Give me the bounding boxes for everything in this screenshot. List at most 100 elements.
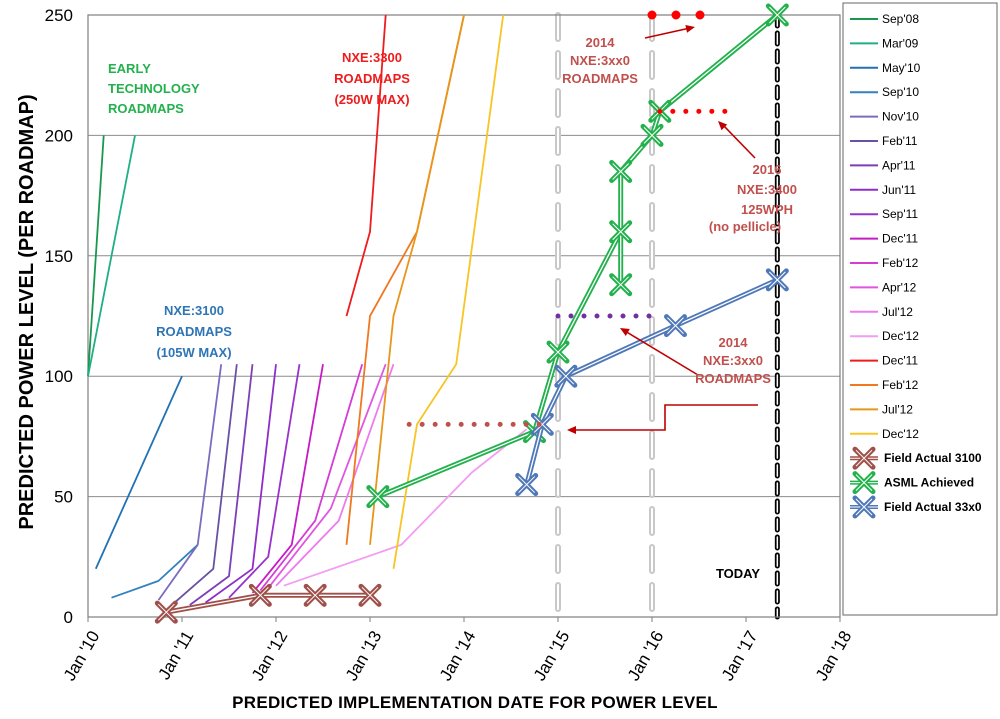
legend-label: Apr'11 xyxy=(882,158,916,172)
legend-label: Mar'09 xyxy=(882,36,919,50)
x-tick-label: Jan '18 xyxy=(812,628,856,685)
series-line xyxy=(87,135,105,377)
annotation-0: EARLY TECHNOLOGY ROADMAPS xyxy=(108,61,200,116)
series-2 xyxy=(94,375,183,570)
annotation-line: 125WPH xyxy=(741,202,793,217)
arrow-2016-head xyxy=(718,121,728,131)
arrow-2014-mid xyxy=(624,330,699,376)
series-3 xyxy=(111,544,199,599)
legend-label: Feb'12 xyxy=(882,378,919,392)
legend-item: Dec'12 xyxy=(850,329,919,343)
series-16 xyxy=(369,14,465,545)
legend-item: Feb'12 xyxy=(850,256,919,270)
series-1 xyxy=(87,135,136,377)
annotation-line: (no pellicle) xyxy=(709,219,781,234)
data-point-highlight xyxy=(612,276,630,294)
legend-label: Dec'12 xyxy=(882,329,919,343)
series-line xyxy=(345,14,387,317)
legend-label: Jul'12 xyxy=(882,402,913,416)
legend-label: Dec'11 xyxy=(882,232,918,246)
series-line xyxy=(283,428,528,587)
annotation-line: TECHNOLOGY xyxy=(108,81,200,96)
legend-label: Sep'11 xyxy=(882,207,918,221)
legend-item: Dec'11 xyxy=(850,232,918,246)
y-tick-label: 100 xyxy=(45,367,73,386)
legend-item: Feb'11 xyxy=(850,134,918,148)
series-8 xyxy=(228,364,301,599)
x-tick-label: Jan '12 xyxy=(248,628,292,685)
data-point-highlight xyxy=(612,223,630,241)
arrow-pointer-head xyxy=(567,426,576,434)
data-point-highlight xyxy=(855,449,873,467)
series-12 xyxy=(275,363,395,587)
y-tick-label: 0 xyxy=(64,608,73,627)
legend-item: Sep'11 xyxy=(850,207,918,221)
legend-label: Field Actual 3100 xyxy=(884,451,982,465)
series-19 xyxy=(366,3,789,509)
data-point-highlight xyxy=(643,127,661,144)
series-13 xyxy=(283,428,528,587)
series-line xyxy=(275,363,395,587)
x-tick-label: Jan '14 xyxy=(436,628,480,685)
annotation-4: 2016 NXE:3400 125WPH xyxy=(737,162,797,217)
series-line xyxy=(165,364,238,611)
annotation-line: 2014 xyxy=(586,35,616,50)
legend-label: Field Actual 33x0 xyxy=(884,500,982,514)
legend-item: Dec'12 xyxy=(850,427,919,441)
series-line xyxy=(392,14,505,569)
legend-label: ASML Achieved xyxy=(884,476,974,490)
arrow-2014-mid-head xyxy=(620,328,630,336)
data-point-highlight xyxy=(157,603,175,621)
annotation-3: 2014 NXE:3xx0 ROADMAPS xyxy=(562,35,638,86)
data-point-highlight xyxy=(518,476,536,493)
annotation-line: NXE:3300 xyxy=(342,50,402,65)
legend-item: Field Actual 3100 xyxy=(850,446,982,470)
series-11 xyxy=(267,363,387,589)
legend-label: Feb'12 xyxy=(882,256,919,270)
legend-label: Feb'11 xyxy=(882,134,918,148)
annotation-line: (105W MAX) xyxy=(156,345,231,360)
data-point-highlight xyxy=(251,586,269,604)
x-tick-label: Jan '13 xyxy=(342,628,386,685)
x-tick-label: Jan '15 xyxy=(530,628,574,685)
annotation-5: (no pellicle) xyxy=(709,219,781,234)
data-point-highlight xyxy=(855,498,873,516)
x-tick-label: Jan '11 xyxy=(154,628,197,683)
series-line xyxy=(111,544,199,599)
annotation-line: NXE:3100 xyxy=(164,303,224,318)
legend-item: ASML Achieved xyxy=(850,471,974,495)
legend-label: Sep'08 xyxy=(882,12,919,26)
legend-label: Nov'10 xyxy=(882,110,919,124)
data-point-highlight xyxy=(855,474,873,491)
x-tick-label: Jan '17 xyxy=(718,628,762,685)
y-tick-label: 50 xyxy=(54,488,73,507)
y-axis-title: PREDICTED POWER LEVEL (PER ROADMAP) xyxy=(16,94,38,529)
legend-item: Jun'11 xyxy=(850,183,916,197)
annotation-line: ROADMAPS xyxy=(156,324,232,339)
series-line xyxy=(228,364,301,599)
annotation-line: ROADMAPS xyxy=(695,371,771,386)
series-line xyxy=(94,375,183,570)
annotation-line: ROADMAPS xyxy=(334,71,410,86)
legend-item: Apr'11 xyxy=(850,158,916,172)
legend-label: Jun'11 xyxy=(882,183,916,197)
legend-box xyxy=(842,2,998,616)
data-point-highlight xyxy=(557,367,575,385)
y-tick-label: 200 xyxy=(45,126,73,145)
annotation-6: 2014 NXE:3xx0 ROADMAPS xyxy=(695,335,771,386)
x-axis-title: PREDICTED IMPLEMENTATION DATE FOR POWER … xyxy=(232,693,718,712)
annotation-line: NXE:3xx0 xyxy=(703,353,763,368)
y-tick-label: 250 xyxy=(45,6,73,25)
annotation-line: 2014 xyxy=(719,335,749,350)
legend-label: Sep'10 xyxy=(882,85,919,99)
legend-label: May'10 xyxy=(882,61,921,75)
annotation-1: NXE:3300 ROADMAPS (250W MAX) xyxy=(334,50,410,107)
legend-item: Apr'12 xyxy=(850,280,917,294)
data-point-highlight xyxy=(549,343,567,361)
annotation-line: NXE:3400 xyxy=(737,182,797,197)
roadmap-markers xyxy=(406,10,733,427)
annotation-line: ROADMAPS xyxy=(562,71,638,86)
series-10 xyxy=(259,363,364,592)
annotations: EARLY TECHNOLOGY ROADMAPS NXE:3300 ROADMAPS (… xyxy=(108,35,797,581)
y-tick-label: 150 xyxy=(45,247,73,266)
